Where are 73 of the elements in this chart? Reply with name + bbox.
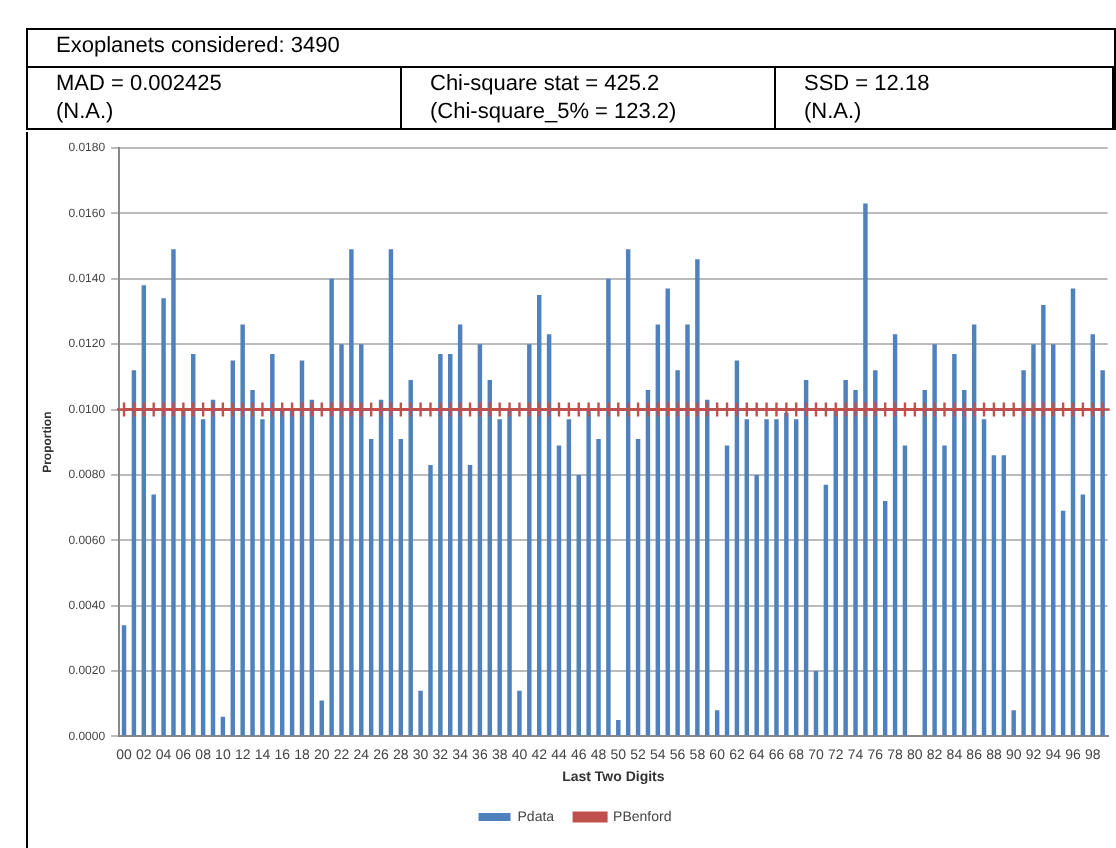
bar — [675, 370, 680, 736]
bar — [270, 353, 275, 736]
bar — [823, 484, 829, 736]
bar — [240, 324, 245, 736]
bar — [665, 288, 670, 736]
bar — [527, 344, 532, 736]
bar — [517, 690, 522, 736]
bar — [932, 344, 937, 736]
bar — [349, 249, 354, 736]
bar — [695, 259, 700, 736]
text: Chi-square stat = 425.2 — [430, 70, 662, 98]
bar — [161, 298, 166, 736]
bar — [428, 465, 433, 736]
bar — [368, 438, 374, 736]
bar — [685, 324, 690, 736]
bar — [1011, 710, 1016, 736]
bar — [813, 671, 819, 736]
bar — [497, 419, 502, 736]
bar — [902, 445, 908, 736]
bar — [606, 278, 611, 736]
bar — [1080, 494, 1086, 736]
bar — [319, 700, 324, 736]
bar — [873, 370, 878, 736]
text: SSD = 12.18 — [804, 70, 932, 98]
bar — [1001, 455, 1007, 736]
bar — [635, 438, 641, 736]
bar — [200, 419, 206, 736]
bar — [991, 455, 997, 736]
bar — [596, 438, 601, 736]
bar — [863, 203, 868, 736]
bar — [121, 625, 127, 736]
bar — [250, 389, 255, 736]
text: (Chi-square_5% = 123.2) — [430, 98, 679, 126]
bar — [843, 380, 848, 736]
bar — [359, 344, 364, 736]
bar — [467, 465, 473, 736]
bar — [151, 494, 156, 736]
bar — [1060, 510, 1066, 736]
bar — [616, 720, 621, 736]
bar — [724, 445, 730, 736]
bar — [744, 419, 750, 736]
bar — [329, 278, 334, 736]
bar — [398, 438, 404, 736]
bar — [408, 380, 413, 736]
bar — [754, 474, 759, 736]
bar — [942, 445, 947, 736]
text: (N.A.) — [804, 98, 864, 126]
bar — [981, 419, 987, 736]
bar — [418, 690, 423, 736]
text: Exoplanets considered: 3490 — [28, 30, 1114, 68]
bar — [438, 353, 443, 736]
bar — [794, 419, 799, 736]
bar — [507, 409, 512, 736]
bar — [1021, 370, 1026, 736]
bar — [586, 409, 591, 736]
bar — [853, 389, 858, 736]
bar — [774, 419, 779, 736]
bar — [952, 353, 957, 736]
bar — [556, 445, 562, 736]
bar — [882, 501, 888, 736]
bar — [171, 249, 176, 736]
text: MAD = 0.002425 — [56, 70, 224, 98]
bar — [260, 419, 265, 736]
bar — [1031, 344, 1036, 736]
bar — [181, 409, 186, 736]
bar — [1100, 370, 1105, 736]
bar — [1041, 304, 1046, 736]
bar — [764, 419, 769, 736]
bar — [339, 344, 344, 736]
bar — [576, 474, 581, 736]
bar — [784, 412, 789, 736]
bar — [566, 419, 572, 736]
text: (N.A.) — [56, 98, 116, 126]
